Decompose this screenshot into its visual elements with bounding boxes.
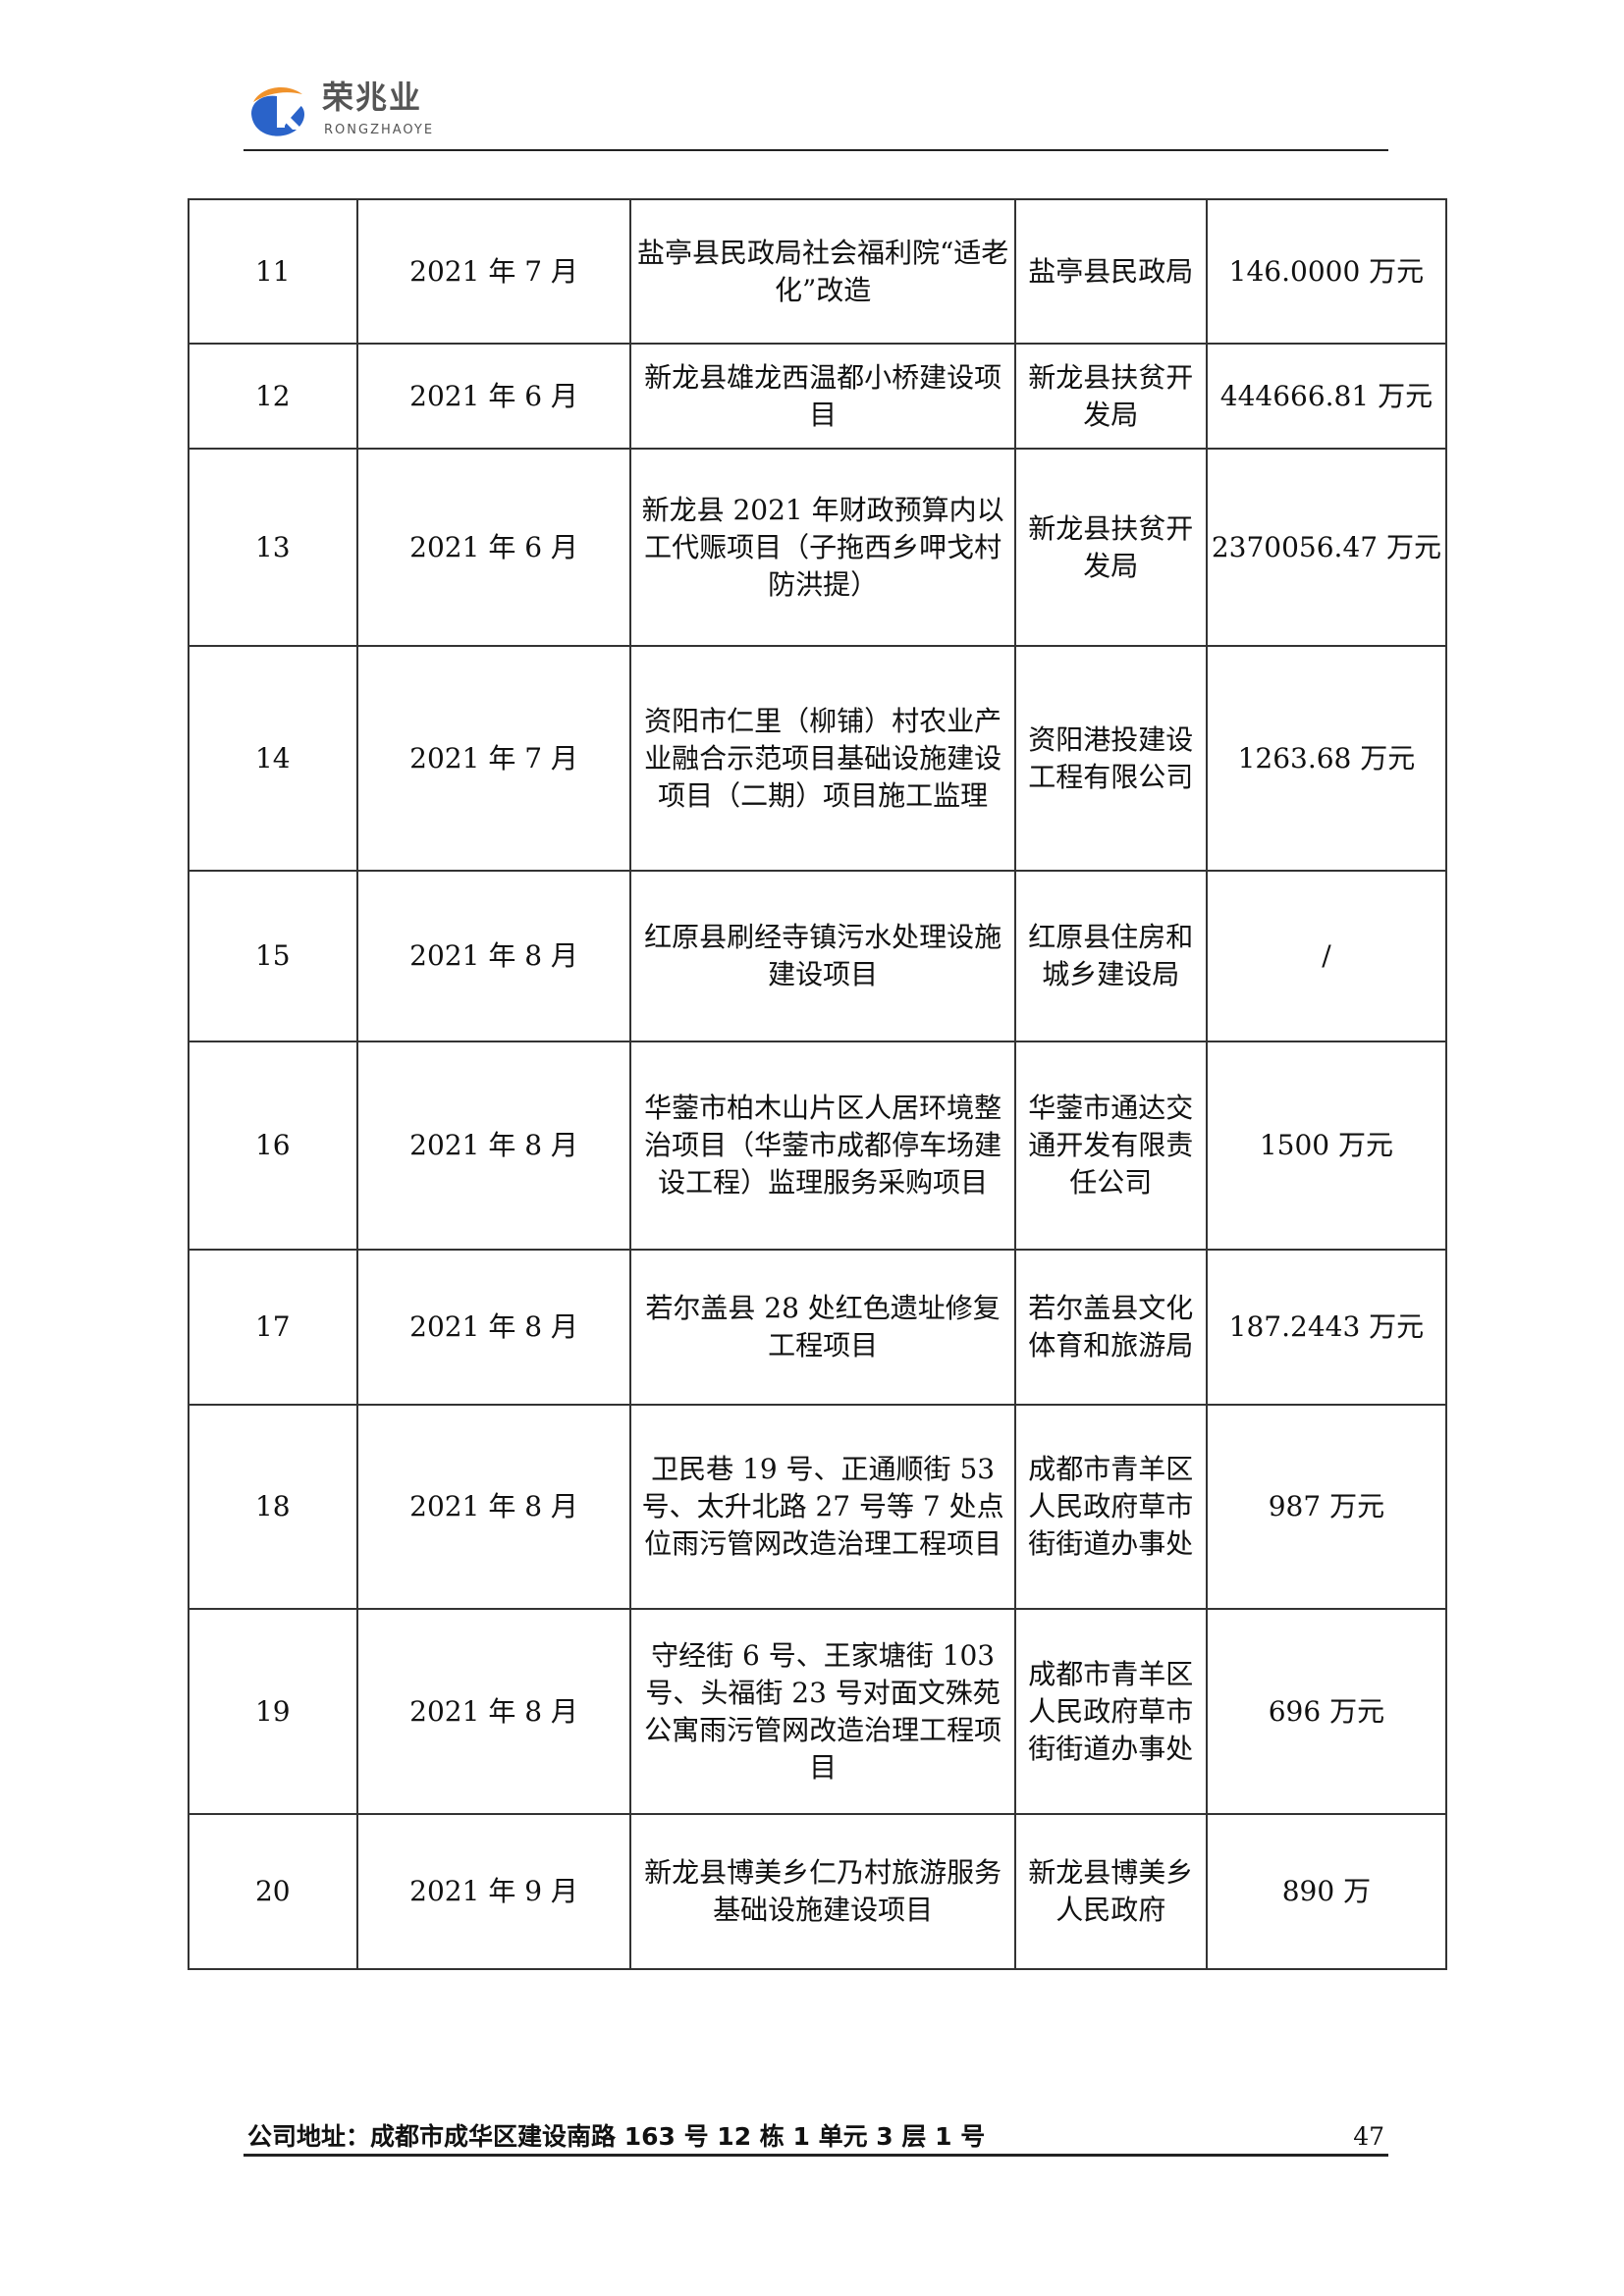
table-row: 11 2021 年 7 月盐亭县民政局社会福利院“适老化”改造 盐亭县民政局 146.…: [188, 198, 1448, 345]
client-name: 新龙县博美乡人民政府: [1013, 1813, 1208, 1970]
client-name: 若尔盖县文化体育和旅游局: [1013, 1249, 1208, 1406]
table-row: 16 2021 年 8 月华蓥市柏木山片区人居环境整治项目（华蓥市成都停车场建设工…: [188, 1041, 1448, 1251]
project-name: 新龙县博美乡仁乃村旅游服务基础设施建设项目: [629, 1813, 1016, 1970]
page-footer: 公司地址：成都市成华区建设南路 163 号 12 栋 1 单元 3 层 1 号 …: [244, 2120, 1388, 2157]
client-name: 华蓥市通达交通开发有限责任公司: [1013, 1041, 1208, 1251]
company-logo-icon: [251, 87, 306, 136]
page-header: 荣兆业 RONGZHAOYE: [244, 75, 1388, 151]
row-number: 16: [188, 1041, 358, 1251]
contract-amount: 146.0000 万元: [1205, 198, 1448, 345]
project-name: 守经街 6 号、王家塘街 103 号、头福街 23 号对面文殊苑公寓雨污管网改造…: [629, 1608, 1016, 1815]
project-date: 2021 年 8 月: [355, 870, 632, 1042]
table-row: 12 2021 年 6 月新龙县雄龙西温都小桥建设项目 新龙县扶贫开发局 444666…: [188, 343, 1448, 450]
project-date: 2021 年 7 月: [355, 198, 632, 345]
project-name: 若尔盖县 28 处红色遗址修复工程项目: [629, 1249, 1016, 1406]
table-row: 18 2021 年 8 月卫民巷 19 号、正通顺街 53 号、太升北路 27 号…: [188, 1404, 1448, 1610]
row-number: 19: [188, 1608, 358, 1815]
table-row: 13 2021 年 6 月新龙县 2021 年财政预算内以工代赈项目（子拖西乡呷戈…: [188, 448, 1448, 647]
contract-amount: 1263.68 万元: [1205, 645, 1448, 872]
page-number: 47: [1353, 2122, 1384, 2151]
contract-amount: /: [1205, 870, 1448, 1042]
project-date: 2021 年 8 月: [355, 1608, 632, 1815]
project-name: 盐亭县民政局社会福利院“适老化”改造: [629, 198, 1016, 345]
project-date: 2021 年 6 月: [355, 343, 632, 450]
row-number: 11: [188, 198, 358, 345]
contract-amount: 987 万元: [1205, 1404, 1448, 1610]
project-name: 资阳市仁里（柳铺）村农业产业融合示范项目基础设施建设项目（二期）项目施工监理: [629, 645, 1016, 872]
project-date: 2021 年 8 月: [355, 1404, 632, 1610]
contract-amount: 696 万元: [1205, 1608, 1448, 1815]
project-date: 2021 年 8 月: [355, 1041, 632, 1251]
table-row: 19 2021 年 8 月守经街 6 号、王家塘街 103 号、头福街 23 号对…: [188, 1608, 1448, 1815]
client-name: 盐亭县民政局: [1013, 198, 1208, 345]
row-number: 20: [188, 1813, 358, 1970]
company-address: 公司地址：成都市成华区建设南路 163 号 12 栋 1 单元 3 层 1 号: [247, 2122, 986, 2151]
table-row: 15 2021 年 8 月红原县刷经寺镇污水处理设施建设项目 红原县住房和城乡建设局…: [188, 870, 1448, 1042]
project-name: 卫民巷 19 号、正通顺街 53 号、太升北路 27 号等 7 处点位雨污管网改…: [629, 1404, 1016, 1610]
row-number: 15: [188, 870, 358, 1042]
table-row: 14 2021 年 7 月资阳市仁里（柳铺）村农业产业融合示范项目基础设施建设项目…: [188, 645, 1448, 872]
row-number: 17: [188, 1249, 358, 1406]
contract-amount: 444666.81 万元: [1205, 343, 1448, 450]
logo-text-cn: 荣兆业: [322, 79, 423, 116]
client-name: 资阳港投建设工程有限公司: [1013, 645, 1208, 872]
contract-amount: 890 万: [1205, 1813, 1448, 1970]
project-name: 新龙县雄龙西温都小桥建设项目: [629, 343, 1016, 450]
project-name: 新龙县 2021 年财政预算内以工代赈项目（子拖西乡呷戈村防洪提）: [629, 448, 1016, 647]
project-date: 2021 年 7 月: [355, 645, 632, 872]
project-table: 11 2021 年 7 月盐亭县民政局社会福利院“适老化”改造 盐亭县民政局 146.…: [188, 198, 1448, 1970]
table-row: 20 2021 年 9 月新龙县博美乡仁乃村旅游服务基础设施建设项目 新龙县博美乡人…: [188, 1813, 1448, 1970]
row-number: 13: [188, 448, 358, 647]
row-number: 18: [188, 1404, 358, 1610]
project-date: 2021 年 8 月: [355, 1249, 632, 1406]
contract-amount: 2370056.47 万元: [1205, 448, 1448, 647]
row-number: 14: [188, 645, 358, 872]
client-name: 新龙县扶贫开发局: [1013, 448, 1208, 647]
client-name: 成都市青羊区人民政府草市街街道办事处: [1013, 1608, 1208, 1815]
contract-amount: 1500 万元: [1205, 1041, 1448, 1251]
project-date: 2021 年 9 月: [355, 1813, 632, 1970]
row-number: 12: [188, 343, 358, 450]
project-name: 红原县刷经寺镇污水处理设施建设项目: [629, 870, 1016, 1042]
project-name: 华蓥市柏木山片区人居环境整治项目（华蓥市成都停车场建设工程）监理服务采购项目: [629, 1041, 1016, 1251]
contract-amount: 187.2443 万元: [1205, 1249, 1448, 1406]
client-name: 红原县住房和城乡建设局: [1013, 870, 1208, 1042]
table-row: 17 2021 年 8 月若尔盖县 28 处红色遗址修复工程项目 若尔盖县文化体育和…: [188, 1249, 1448, 1406]
client-name: 新龙县扶贫开发局: [1013, 343, 1208, 450]
logo-text-en: RONGZHAOYE: [324, 123, 435, 137]
project-date: 2021 年 6 月: [355, 448, 632, 647]
client-name: 成都市青羊区人民政府草市街街道办事处: [1013, 1404, 1208, 1610]
